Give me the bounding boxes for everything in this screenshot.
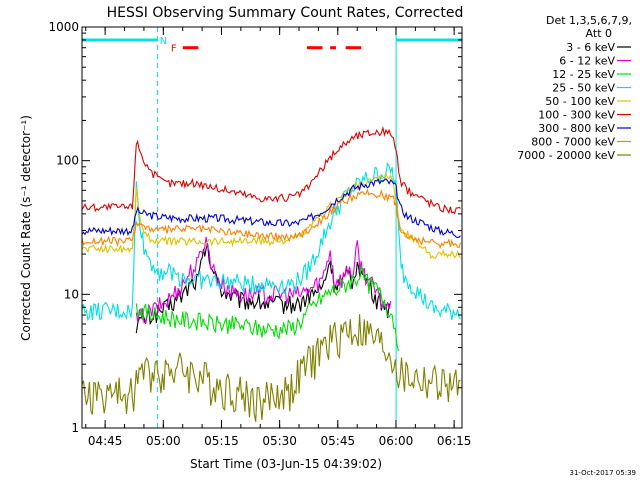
legend-label: 100 - 300 keV <box>538 109 615 122</box>
legend-label: 50 - 100 keV <box>545 95 615 108</box>
x-tick-label: 05:30 <box>262 434 297 448</box>
legend-label: 3 - 6 keV <box>566 41 615 54</box>
series-line <box>135 264 399 352</box>
series-line <box>135 236 392 324</box>
x-tick-label: 04:45 <box>88 434 123 448</box>
legend-label: 300 - 800 keV <box>538 122 615 135</box>
y-tick-label: 1 <box>71 421 79 435</box>
legend-label: 7000 - 20000 keV <box>517 149 615 162</box>
x-tick-label: 06:15 <box>437 434 472 448</box>
legend-label: 25 - 50 keV <box>552 82 615 95</box>
legend-label: 800 - 7000 keV <box>531 136 615 149</box>
y-axis-label: Corrected Count Rate (s⁻¹ detector⁻¹) <box>19 115 33 341</box>
series-line <box>135 243 391 334</box>
x-tick-label: 06:00 <box>379 434 414 448</box>
legend-label: 12 - 25 keV <box>552 68 615 81</box>
legend-title-line: Det 1,3,5,6,7,9, <box>546 14 632 27</box>
y-tick-label: 10 <box>64 287 79 301</box>
y-tick-label: 100 <box>56 154 79 168</box>
series-line <box>82 172 461 260</box>
footer-timestamp: 31-Oct-2017 05:39 <box>570 469 636 477</box>
series-line <box>82 161 461 322</box>
series-line <box>82 178 461 238</box>
series-line <box>82 188 462 250</box>
x-tick-label: 05:45 <box>321 434 356 448</box>
flare-flag-label: F <box>171 44 177 55</box>
x-axis-label: Start Time (03-Jun-15 04:39:02) <box>190 457 382 471</box>
series-line <box>82 125 461 215</box>
series-line <box>82 314 461 422</box>
legend-label: 6 - 12 keV <box>559 55 615 68</box>
x-tick-label: 05:00 <box>146 434 181 448</box>
legend-title-line: Att 0 <box>586 27 612 40</box>
y-tick-label: 1000 <box>48 20 79 34</box>
plot-frame <box>81 26 463 429</box>
x-tick-label: 05:15 <box>204 434 239 448</box>
attenuator-state-label: N <box>160 36 167 47</box>
chart-title: HESSI Observing Summary Count Rates, Cor… <box>107 5 464 21</box>
